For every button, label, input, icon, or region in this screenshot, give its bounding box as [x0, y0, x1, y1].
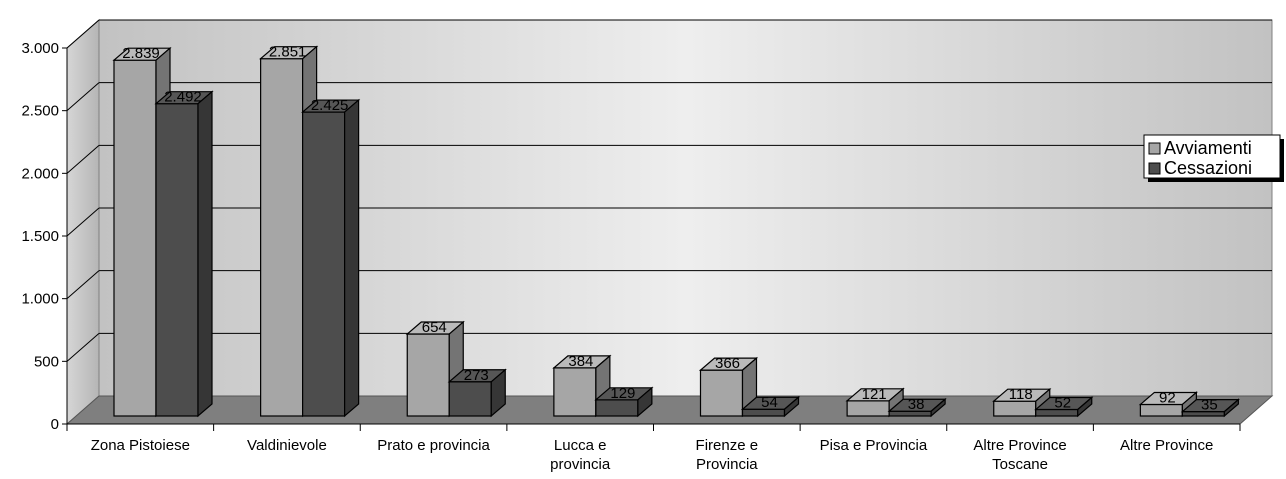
bar-cessazioni [154, 90, 214, 418]
bar-front [302, 111, 346, 417]
bar-front [260, 58, 304, 417]
x-tick-label: Pisa e Provincia [820, 437, 928, 454]
bar-side [783, 395, 800, 418]
bar-front [595, 399, 639, 417]
bar-front [406, 333, 450, 417]
data-label: 2.839 [122, 45, 160, 62]
bar-side [490, 368, 506, 418]
bar-side [197, 90, 213, 418]
gridline-side [66, 207, 100, 237]
gridline-side [66, 270, 100, 300]
x-tick-label: Prato e provincia [377, 437, 490, 454]
x-tick-label: Provincia [696, 456, 758, 473]
legend-swatch [1148, 162, 1161, 175]
bar-front [699, 369, 744, 417]
legend-box [1143, 134, 1281, 179]
x-tick-label: Lucca e [554, 437, 607, 454]
y-tick-label: 1.500 [21, 228, 59, 245]
legend-label: Cessazioni [1164, 158, 1252, 178]
bar-front [553, 367, 597, 417]
y-tick-label: 2.500 [21, 103, 59, 120]
bar-avviamenti [845, 387, 905, 418]
x-tick-label: Altre Province [973, 437, 1066, 454]
bar-side [344, 98, 360, 418]
bar-side [930, 397, 946, 418]
data-label: 38 [908, 396, 925, 413]
y-tick-label: 0 [51, 416, 59, 433]
bar-avviamenti [1138, 391, 1198, 418]
bar-side [1223, 398, 1239, 418]
data-label: 54 [761, 394, 778, 411]
bar-cessazioni [1034, 396, 1094, 418]
x-tick-label: Toscane [992, 456, 1048, 473]
data-label: 366 [715, 355, 740, 372]
x-tick-label: provincia [550, 456, 611, 473]
bar-front [846, 400, 890, 417]
data-label: 129 [610, 385, 635, 402]
data-label: 2.851 [269, 44, 307, 61]
x-tick-label: Valdinievole [247, 437, 327, 454]
bar-front [155, 103, 199, 417]
data-label: 118 [1009, 386, 1033, 403]
bar-cessazioni [887, 397, 947, 418]
data-label: 384 [568, 353, 593, 370]
gridline-side [66, 82, 100, 112]
data-label: 35 [1201, 397, 1218, 414]
x-tick-label: Zona Pistoiese [91, 437, 190, 454]
legend-swatch [1148, 142, 1161, 155]
data-label: 273 [464, 367, 489, 384]
bar-avviamenti [698, 356, 759, 418]
data-label: 121 [862, 386, 887, 403]
bar-cessazioni [594, 386, 654, 418]
x-tick-label: Altre Province [1120, 437, 1213, 454]
bar-cessazioni [1180, 398, 1240, 418]
data-label: 92 [1159, 389, 1176, 406]
y-tick-label: 2.000 [21, 165, 59, 182]
legend-label: Avviamenti [1164, 138, 1252, 158]
bar-side [637, 386, 653, 418]
gridline-side [66, 332, 100, 362]
data-label: 2.425 [311, 97, 349, 114]
gridline-side [66, 144, 100, 174]
y-tick-label: 500 [34, 353, 59, 370]
y-tick-label: 3.000 [21, 40, 59, 57]
bar-cessazioni [301, 98, 361, 418]
bar-cessazioni [740, 395, 801, 418]
chart-walls [65, 18, 1274, 426]
gridline-side [66, 19, 100, 49]
axes: 0 500 1.000 1.500 2.000 2.500 3.000 Zona Pistoi… [21, 40, 1241, 473]
bar-front [448, 381, 492, 417]
x-tick-label: Firenze e [696, 437, 759, 454]
data-label: 52 [1054, 394, 1071, 411]
bar-front [993, 400, 1037, 417]
bar-front [113, 59, 157, 417]
bar-side [1077, 396, 1093, 418]
bars [112, 45, 1240, 418]
data-label: 654 [422, 319, 447, 336]
data-labels: 2.839 2.492 2.851 2.425 654 273 384 129 366 54 121… [122, 44, 1217, 414]
y-tick-label: 1.000 [21, 291, 59, 308]
bar-cessazioni [447, 368, 507, 418]
data-label: 2.492 [164, 89, 202, 106]
